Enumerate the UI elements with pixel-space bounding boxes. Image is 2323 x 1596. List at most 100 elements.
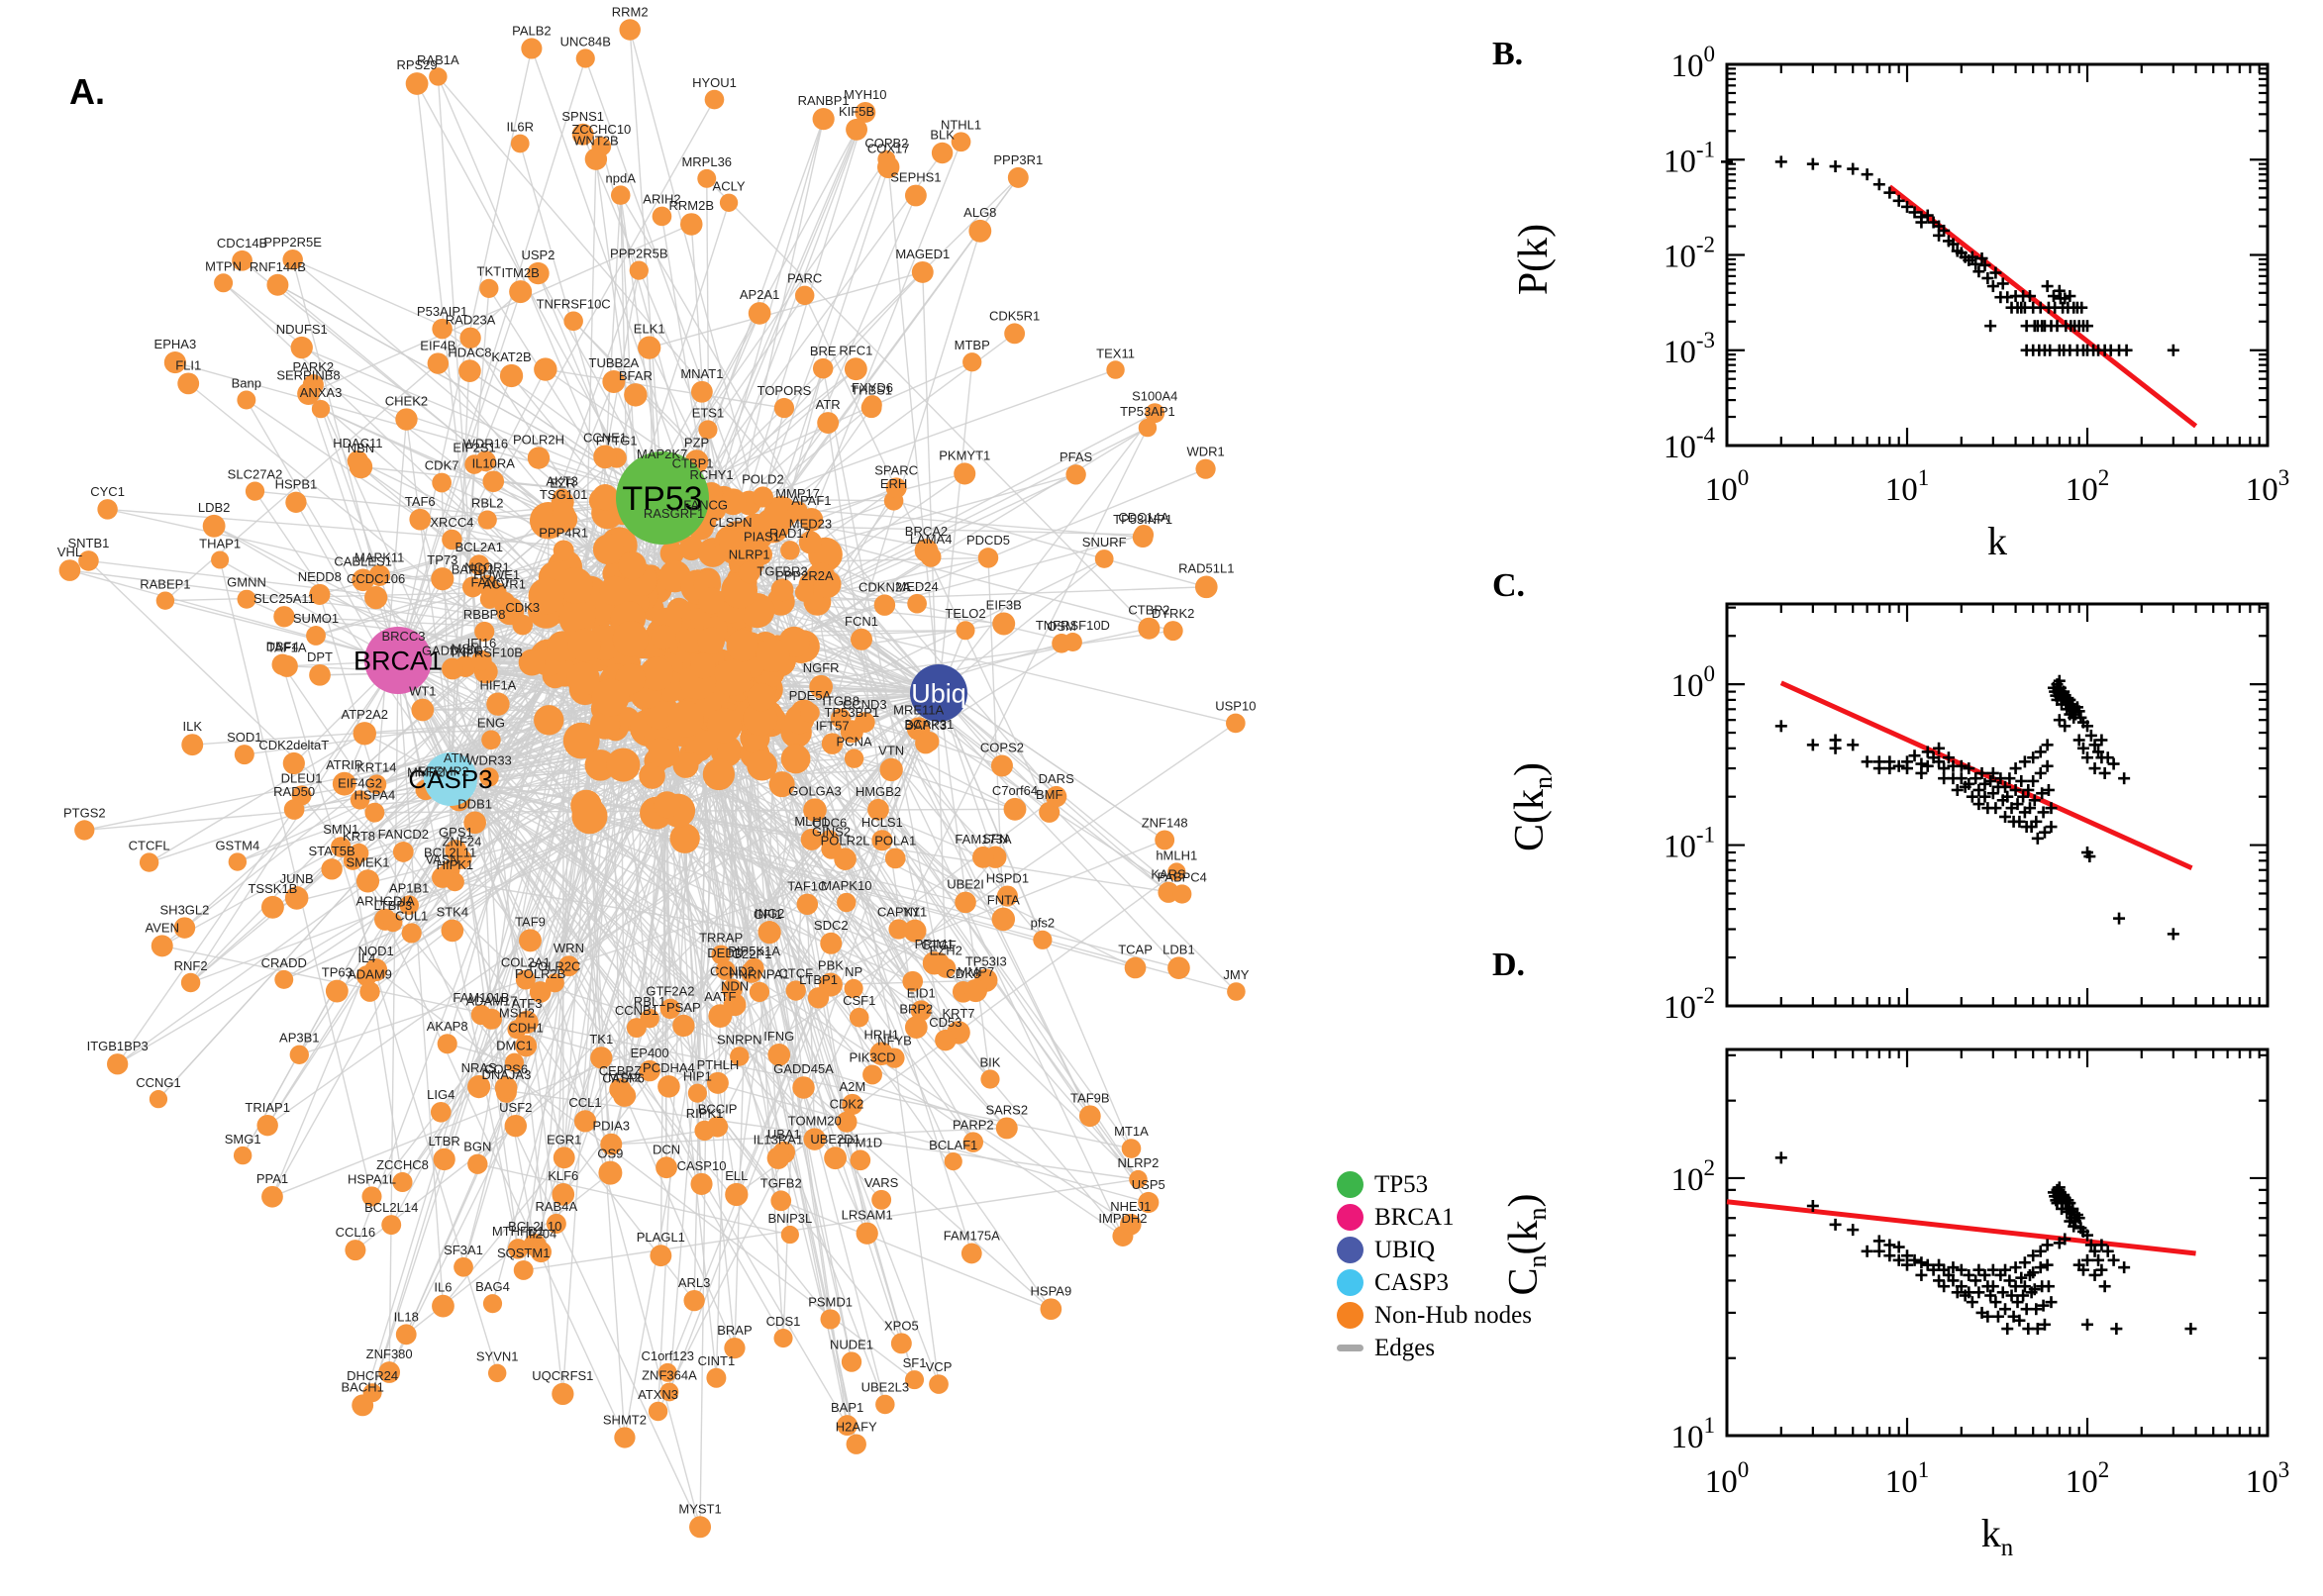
network-node bbox=[1172, 884, 1192, 904]
network-node bbox=[956, 621, 975, 641]
network-node bbox=[459, 327, 481, 349]
network-node-label: RAD23A bbox=[446, 313, 496, 328]
network-node bbox=[600, 1133, 623, 1155]
network-node bbox=[454, 1256, 473, 1277]
network-node-label: ADAM17 bbox=[465, 994, 517, 1009]
plot-ticks bbox=[1725, 62, 2270, 448]
network-node bbox=[690, 1172, 713, 1195]
network-node bbox=[139, 852, 159, 872]
network-node-label: SOD1 bbox=[227, 730, 261, 745]
svg-text:100: 100 bbox=[1705, 465, 1750, 508]
network-node bbox=[1138, 1191, 1160, 1214]
network-node-label: TCAP bbox=[1118, 943, 1153, 957]
network-node bbox=[289, 1045, 309, 1064]
network-node-label: POLR2H bbox=[513, 432, 564, 447]
network-node bbox=[411, 698, 435, 722]
network-node bbox=[482, 1294, 503, 1314]
network-node-label: YY1 bbox=[903, 905, 928, 920]
network-node-label: PDIA3 bbox=[592, 1119, 630, 1134]
network-node-label: RFC1 bbox=[839, 343, 872, 357]
network-node-label: NRAS bbox=[461, 1060, 497, 1075]
network-node-label: LAMA4 bbox=[910, 532, 953, 547]
network-node-label: WDR16 bbox=[463, 436, 509, 450]
network-node bbox=[321, 858, 343, 880]
network-node bbox=[349, 843, 369, 863]
network-node bbox=[879, 757, 903, 782]
network-node-label: EP400 bbox=[631, 1046, 669, 1060]
network-node bbox=[283, 799, 305, 820]
svg-text:102: 102 bbox=[2066, 1457, 2110, 1500]
network-node-label: CABLES1 bbox=[334, 554, 392, 569]
network-node bbox=[285, 491, 307, 513]
network-node bbox=[972, 846, 994, 868]
network-node bbox=[504, 1114, 528, 1138]
legend-item-non-hub-nodes: Non-Hub nodes bbox=[1337, 1299, 1532, 1332]
network-node-label: OSM bbox=[1047, 619, 1076, 634]
network-node-label: IL6 bbox=[434, 1280, 452, 1295]
network-node-label: EFEMP2 bbox=[417, 764, 468, 779]
network-node bbox=[512, 614, 534, 636]
network-node bbox=[463, 811, 486, 835]
network-node bbox=[352, 568, 374, 592]
network-node bbox=[479, 278, 499, 298]
network-node-label: GPS1 bbox=[439, 825, 473, 840]
network-node-label: NEDD8 bbox=[298, 569, 342, 584]
network-node bbox=[768, 771, 795, 798]
hub-node-brca1 bbox=[364, 627, 432, 694]
network-node bbox=[606, 748, 641, 782]
network-node bbox=[714, 658, 752, 697]
panel-a-label: A. bbox=[69, 71, 105, 112]
network-node bbox=[657, 1362, 677, 1382]
network-node bbox=[1007, 166, 1029, 188]
network-node-label: ATM bbox=[444, 750, 469, 765]
network-node bbox=[155, 591, 175, 610]
network-node-label: FANCD2 bbox=[378, 827, 429, 842]
network-node-label: MED23 bbox=[789, 516, 832, 531]
network-node bbox=[807, 987, 830, 1009]
network-node bbox=[477, 510, 497, 530]
network-node bbox=[638, 336, 661, 359]
network-node-label: Banp bbox=[232, 376, 261, 391]
network-node bbox=[151, 935, 173, 957]
legend-item-edges: Edges bbox=[1337, 1332, 1532, 1364]
network-node bbox=[639, 1059, 660, 1082]
network-node-label: SMEK1 bbox=[346, 854, 389, 869]
network-node-label: S100A4 bbox=[1132, 388, 1177, 403]
network-node-label: npdA bbox=[606, 170, 637, 185]
network-node-label: RAD17 bbox=[769, 526, 811, 541]
network-node-label: PPP2R5B bbox=[610, 247, 668, 261]
network-node bbox=[364, 586, 388, 610]
network-node bbox=[282, 249, 303, 270]
network-node-label: POLR2C bbox=[529, 958, 580, 973]
network-node bbox=[687, 1083, 707, 1103]
network-node-label: PRIM1 bbox=[915, 937, 955, 951]
network-node bbox=[654, 791, 681, 819]
network-node-label: MT1A bbox=[1114, 1124, 1149, 1139]
network-node bbox=[980, 1069, 1000, 1089]
network-node bbox=[530, 1241, 553, 1263]
svg-text:10-3: 10-3 bbox=[1664, 328, 1715, 370]
network-node bbox=[785, 980, 806, 1001]
network-node-label: SF3A1 bbox=[444, 1243, 483, 1257]
network-node-label: CTBP2 bbox=[1128, 603, 1169, 618]
network-node bbox=[1065, 464, 1086, 485]
network-node-label: RAD50 bbox=[273, 784, 315, 799]
network-node-label: FXYD6 bbox=[852, 380, 893, 395]
network-node bbox=[592, 534, 624, 565]
network-node bbox=[744, 957, 764, 978]
network-node-label: GADD45G bbox=[422, 644, 483, 658]
network-node bbox=[432, 866, 454, 888]
network-node-label: COPB2 bbox=[864, 136, 908, 150]
network-node bbox=[260, 895, 284, 919]
network-node-label: MRPL36 bbox=[681, 154, 732, 169]
panel-c-label: C. bbox=[1492, 567, 1526, 604]
network-node bbox=[890, 1333, 912, 1354]
network-node bbox=[929, 1374, 949, 1394]
network-node bbox=[706, 1367, 727, 1388]
network-node bbox=[960, 1243, 982, 1264]
network-node-label: TP53AP1 bbox=[1120, 404, 1175, 419]
network-node bbox=[867, 798, 889, 821]
network-node-label: ZNF148 bbox=[1142, 815, 1188, 830]
network-node bbox=[275, 654, 298, 677]
